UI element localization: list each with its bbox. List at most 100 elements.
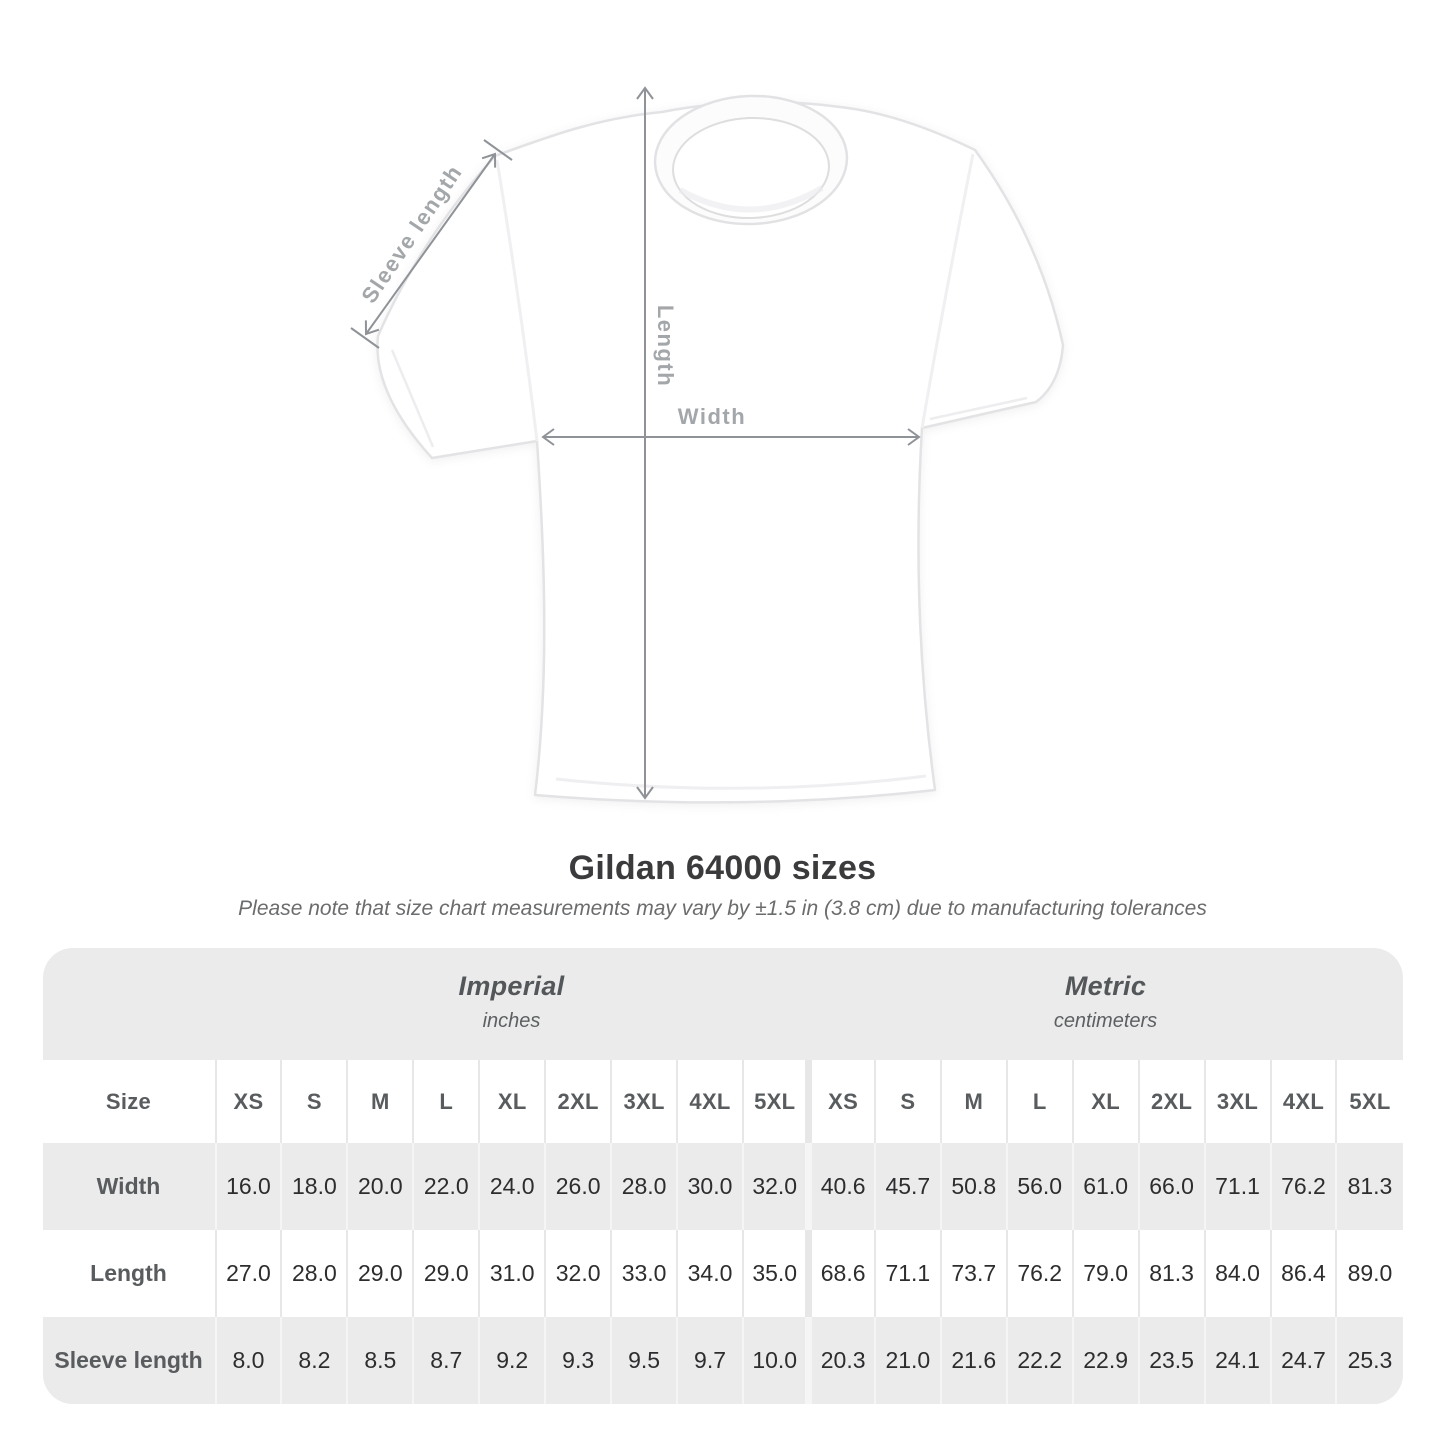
value-metric-xl: 61.0 bbox=[1071, 1143, 1139, 1230]
tshirt-measurement-diagram: Sleeve length Length Width bbox=[350, 86, 1065, 804]
imperial-sublabel: inches bbox=[482, 1010, 541, 1032]
size-header-row: Size XS S M L XL 2XL 3XL 4XL 5XL XS S M L XL 2XL 3XL 4XL… bbox=[42, 1060, 1403, 1143]
unit-band-spacer bbox=[43, 970, 215, 1060]
page-title: Gildan 64000 sizes bbox=[568, 849, 877, 887]
size-header-metric-3xl: 3XL bbox=[1203, 1060, 1271, 1143]
unit-band: Imperial inches Metric centimeters bbox=[43, 948, 1403, 1060]
size-header-imperial-2xl: 2XL bbox=[544, 1060, 612, 1143]
value-imperial-5xl: 35.0 bbox=[742, 1230, 809, 1317]
value-imperial-xl: 31.0 bbox=[478, 1230, 546, 1317]
value-imperial-2xl: 9.3 bbox=[544, 1317, 612, 1404]
size-table-head: Size XS S M L XL 2XL 3XL 4XL 5XL XS S M L XL 2XL 3XL 4XL… bbox=[42, 1060, 1403, 1143]
value-imperial-l: 8.7 bbox=[412, 1317, 480, 1404]
size-header-metric-xs: XS bbox=[805, 1060, 875, 1143]
value-metric-s: 45.7 bbox=[873, 1143, 941, 1230]
value-metric-4xl: 86.4 bbox=[1269, 1230, 1337, 1317]
value-metric-m: 50.8 bbox=[939, 1143, 1007, 1230]
right-cuff-seam bbox=[929, 396, 1028, 421]
value-metric-3xl: 84.0 bbox=[1203, 1230, 1271, 1317]
value-imperial-2xl: 26.0 bbox=[544, 1143, 612, 1230]
left-cuff-seam bbox=[390, 349, 435, 448]
value-metric-5xl: 89.0 bbox=[1335, 1230, 1403, 1317]
metric-sublabel: centimeters bbox=[1053, 1010, 1158, 1032]
size-header-metric-s: S bbox=[873, 1060, 941, 1143]
size-corner-header: Size bbox=[105, 1088, 152, 1114]
value-imperial-4xl: 30.0 bbox=[676, 1143, 743, 1230]
value-imperial-s: 28.0 bbox=[280, 1230, 348, 1317]
size-table: Size XS S M L XL 2XL 3XL 4XL 5XL XS S M L XL 2XL 3XL 4XL… bbox=[42, 1060, 1403, 1404]
value-imperial-l: 29.0 bbox=[412, 1230, 480, 1317]
size-table-body: Width 16.0 18.0 20.0 22.0 24.0 26.0 28.0 30.0 32.… bbox=[42, 1143, 1403, 1404]
size-header-metric-5xl: 5XL bbox=[1335, 1060, 1403, 1143]
size-header-metric-m: M bbox=[939, 1060, 1007, 1143]
value-imperial-xs: 8.0 bbox=[214, 1317, 282, 1404]
width-label: Width bbox=[678, 404, 746, 429]
size-header-metric-4xl: 4XL bbox=[1269, 1060, 1337, 1143]
value-metric-4xl: 76.2 bbox=[1269, 1143, 1337, 1230]
hem-seam bbox=[555, 774, 927, 790]
value-imperial-4xl: 34.0 bbox=[676, 1230, 743, 1317]
size-header-metric-xl: XL bbox=[1071, 1060, 1139, 1143]
size-header-imperial-xl: XL bbox=[478, 1060, 546, 1143]
value-metric-m: 73.7 bbox=[939, 1230, 1007, 1317]
value-metric-xl: 79.0 bbox=[1071, 1230, 1139, 1317]
imperial-label: Imperial bbox=[458, 971, 565, 1001]
measurement-arrows bbox=[350, 86, 921, 800]
measurement-row-width: Width 16.0 18.0 20.0 22.0 24.0 26.0 28.0 30.0 32.… bbox=[42, 1143, 1403, 1230]
tshirt-body bbox=[376, 100, 1065, 804]
row-label: Sleeve length bbox=[54, 1347, 203, 1373]
value-imperial-2xl: 32.0 bbox=[544, 1230, 612, 1317]
value-metric-xl: 22.9 bbox=[1071, 1317, 1139, 1404]
value-metric-m: 21.6 bbox=[939, 1317, 1007, 1404]
measurement-row-sleeve-length: Sleeve length 8.0 8.2 8.5 8.7 9.2 9.3 9.5 9.7 10.… bbox=[42, 1317, 1403, 1404]
sleeve-dimension-line bbox=[364, 152, 497, 336]
size-header-imperial-xs: XS bbox=[214, 1060, 282, 1143]
value-imperial-4xl: 9.7 bbox=[676, 1317, 743, 1404]
value-metric-s: 71.1 bbox=[873, 1230, 941, 1317]
value-imperial-m: 29.0 bbox=[346, 1230, 414, 1317]
value-imperial-3xl: 33.0 bbox=[610, 1230, 678, 1317]
measurement-row-length: Length 27.0 28.0 29.0 29.0 31.0 32.0 33.0 34.0 35… bbox=[42, 1230, 1403, 1317]
size-header-metric-2xl: 2XL bbox=[1137, 1060, 1205, 1143]
collar-shadow bbox=[678, 185, 824, 213]
left-sleeve-seam bbox=[495, 159, 539, 442]
value-metric-5xl: 81.3 bbox=[1335, 1143, 1403, 1230]
value-metric-l: 56.0 bbox=[1005, 1143, 1073, 1230]
value-imperial-m: 8.5 bbox=[346, 1317, 414, 1404]
row-label: Width bbox=[96, 1173, 161, 1199]
sleeve-dimension-endcap-top bbox=[483, 139, 513, 161]
value-metric-5xl: 25.3 bbox=[1335, 1317, 1403, 1404]
size-chart-panel: Imperial inches Metric centimeters Size … bbox=[42, 948, 1403, 1404]
value-imperial-5xl: 32.0 bbox=[742, 1143, 809, 1230]
sleeve-dimension-endcap-bottom bbox=[350, 327, 380, 349]
value-metric-2xl: 66.0 bbox=[1137, 1143, 1205, 1230]
tshirt-graphic bbox=[376, 94, 1065, 804]
value-metric-2xl: 23.5 bbox=[1137, 1317, 1205, 1404]
unit-group-imperial: Imperial inches bbox=[215, 970, 809, 1060]
value-imperial-3xl: 9.5 bbox=[610, 1317, 678, 1404]
value-metric-3xl: 24.1 bbox=[1203, 1317, 1271, 1404]
value-metric-l: 22.2 bbox=[1005, 1317, 1073, 1404]
value-imperial-xl: 9.2 bbox=[478, 1317, 546, 1404]
row-label: Length bbox=[90, 1260, 167, 1286]
value-metric-xs: 20.3 bbox=[805, 1317, 875, 1404]
value-imperial-xl: 24.0 bbox=[478, 1143, 546, 1230]
size-header-imperial-m: M bbox=[346, 1060, 414, 1143]
size-header-metric-l: L bbox=[1005, 1060, 1073, 1143]
size-header-imperial-s: S bbox=[280, 1060, 348, 1143]
value-imperial-xs: 16.0 bbox=[214, 1143, 282, 1230]
unit-group-metric: Metric centimeters bbox=[809, 970, 1403, 1060]
value-imperial-xs: 27.0 bbox=[214, 1230, 282, 1317]
value-imperial-s: 18.0 bbox=[280, 1143, 348, 1230]
value-metric-l: 76.2 bbox=[1005, 1230, 1073, 1317]
metric-label: Metric bbox=[1064, 971, 1147, 1001]
value-imperial-3xl: 28.0 bbox=[610, 1143, 678, 1230]
collar-inner bbox=[672, 116, 830, 220]
size-header-imperial-l: L bbox=[412, 1060, 480, 1143]
value-imperial-m: 20.0 bbox=[346, 1143, 414, 1230]
right-sleeve-seam bbox=[920, 153, 975, 429]
value-metric-4xl: 24.7 bbox=[1269, 1317, 1337, 1404]
value-metric-xs: 40.6 bbox=[805, 1143, 875, 1230]
size-header-imperial-5xl: 5XL bbox=[742, 1060, 809, 1143]
value-metric-s: 21.0 bbox=[873, 1317, 941, 1404]
